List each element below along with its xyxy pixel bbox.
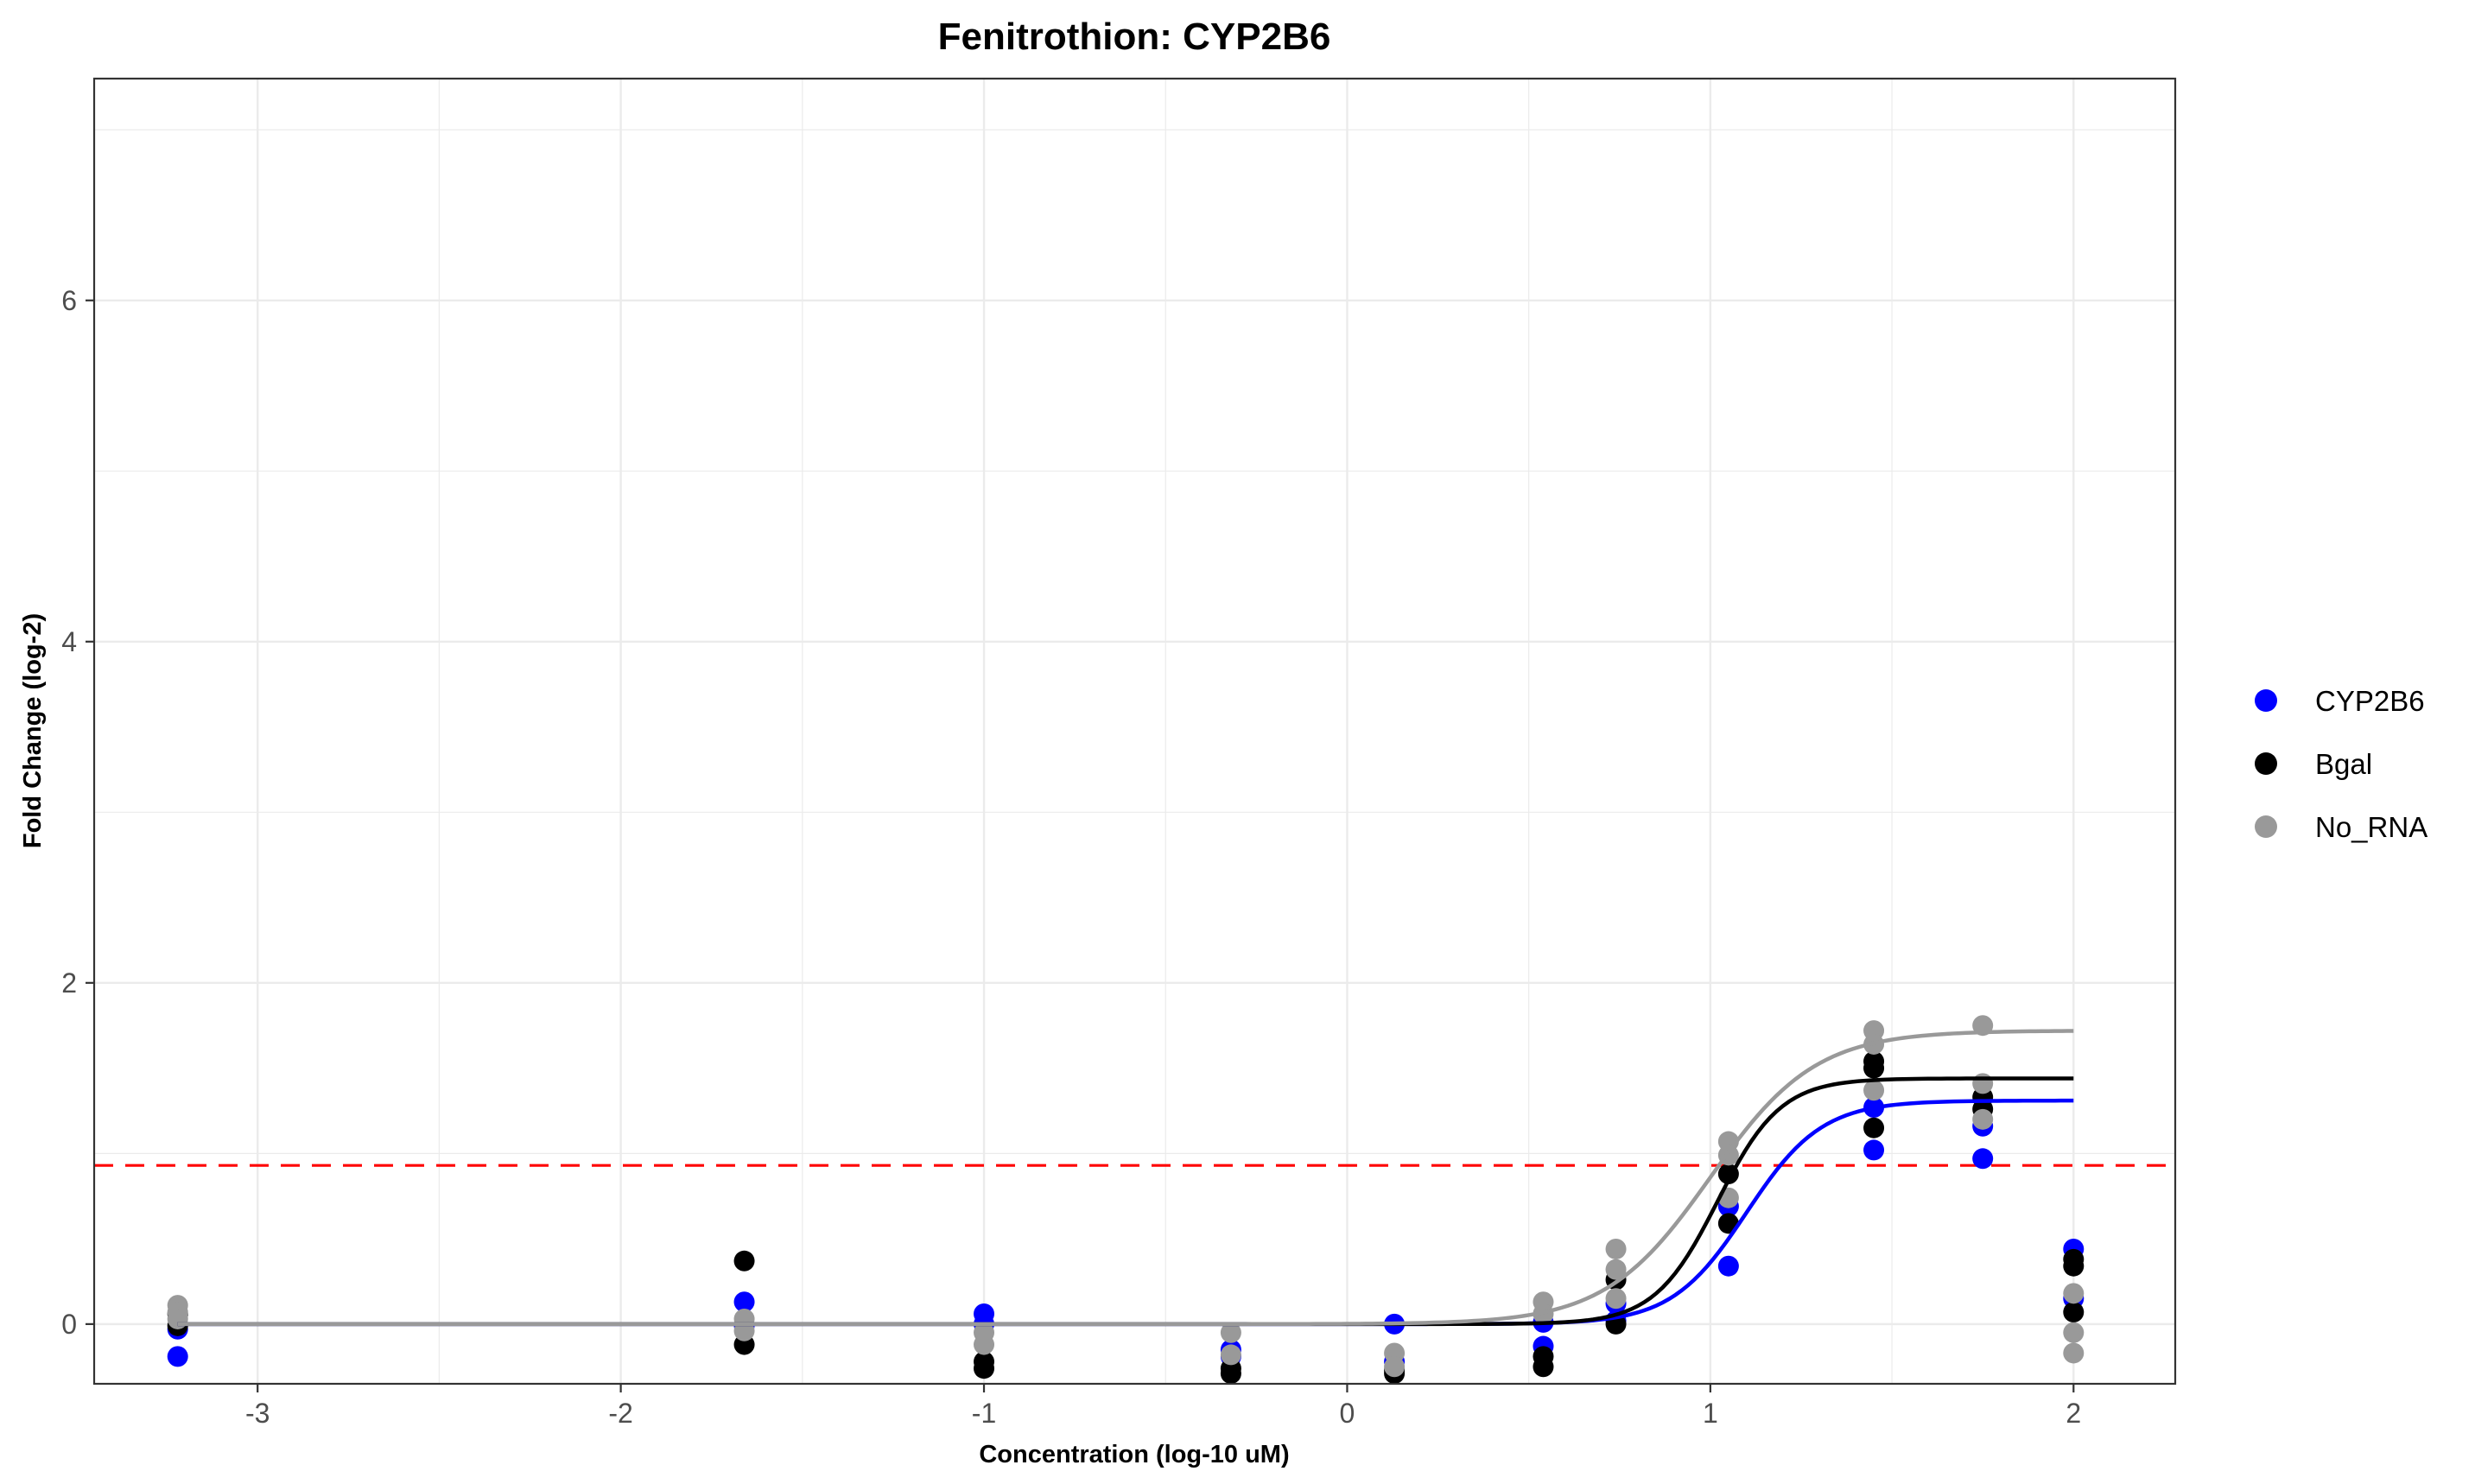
point-bgal	[1220, 1363, 1241, 1385]
data-points	[167, 1015, 2085, 1385]
point-no_rna	[1220, 1322, 1241, 1343]
point-bgal	[733, 1250, 755, 1272]
point-no_rna	[1863, 1080, 1885, 1101]
point-bgal	[1533, 1356, 1554, 1378]
point-no_rna	[974, 1334, 995, 1355]
point-no_rna	[1605, 1259, 1627, 1280]
point-no_rna	[1220, 1344, 1241, 1366]
point-bgal	[974, 1358, 995, 1379]
point-no_rna	[1605, 1288, 1627, 1310]
point-bgal	[2063, 1248, 2085, 1270]
plot-panel-border	[92, 77, 2177, 1386]
x-axis-title: Concentration (log-10 uM)	[979, 1441, 1289, 1468]
point-no_rna	[1605, 1238, 1627, 1259]
chart-title: Fenitrothion: CYP2B6	[938, 16, 1331, 58]
y-axis-title: Fold Change (log-2)	[19, 613, 47, 848]
y-tick-label: 0	[61, 1309, 77, 1340]
point-no_rna	[2063, 1283, 2085, 1304]
fit-curves	[177, 1029, 2074, 1327]
fit-curve-no_rna	[177, 1029, 2074, 1327]
axis-ticks: -3 -2 -1 0 1 2 0 2 4 6	[61, 285, 2081, 1429]
point-no_rna	[167, 1308, 188, 1329]
point-cyp2b6	[1972, 1148, 1994, 1170]
legend-label-no_rna: No_RNA	[2315, 811, 2427, 843]
x-tick-label: 2	[2066, 1398, 2081, 1429]
x-tick-label: -1	[972, 1398, 996, 1429]
grid	[94, 79, 2175, 1384]
x-tick-label: 0	[1340, 1398, 1355, 1429]
point-cyp2b6	[1717, 1255, 1739, 1277]
point-cyp2b6	[167, 1346, 188, 1367]
x-tick-label: 1	[1703, 1398, 1718, 1429]
point-bgal	[2063, 1302, 2085, 1323]
legend-key-no_rna	[2255, 815, 2277, 838]
point-bgal	[1863, 1117, 1885, 1138]
legend-key-cyp2b6	[2255, 689, 2277, 712]
x-tick-label: -3	[245, 1398, 270, 1429]
point-no_rna	[2063, 1322, 2085, 1343]
point-cyp2b6	[733, 1291, 755, 1313]
legend-key-bgal	[2255, 752, 2277, 775]
point-bgal	[1863, 1050, 1885, 1072]
point-no_rna	[2063, 1342, 2085, 1364]
point-cyp2b6	[1863, 1139, 1885, 1161]
point-no_rna	[1972, 1108, 1994, 1130]
y-tick-label: 4	[61, 626, 77, 657]
fit-curve-bgal	[177, 1076, 2074, 1327]
point-no_rna	[1972, 1073, 1994, 1094]
y-tick-label: 6	[61, 285, 77, 316]
y-tick-label: 2	[61, 967, 77, 999]
x-tick-label: -2	[608, 1398, 632, 1429]
legend-label-bgal: Bgal	[2315, 748, 2372, 780]
point-no_rna	[1384, 1356, 1406, 1378]
fit-curve-cyp2b6	[177, 1098, 2074, 1327]
legend: CYP2B6 Bgal No_RNA	[2255, 685, 2427, 843]
legend-label-cyp2b6: CYP2B6	[2315, 685, 2425, 717]
